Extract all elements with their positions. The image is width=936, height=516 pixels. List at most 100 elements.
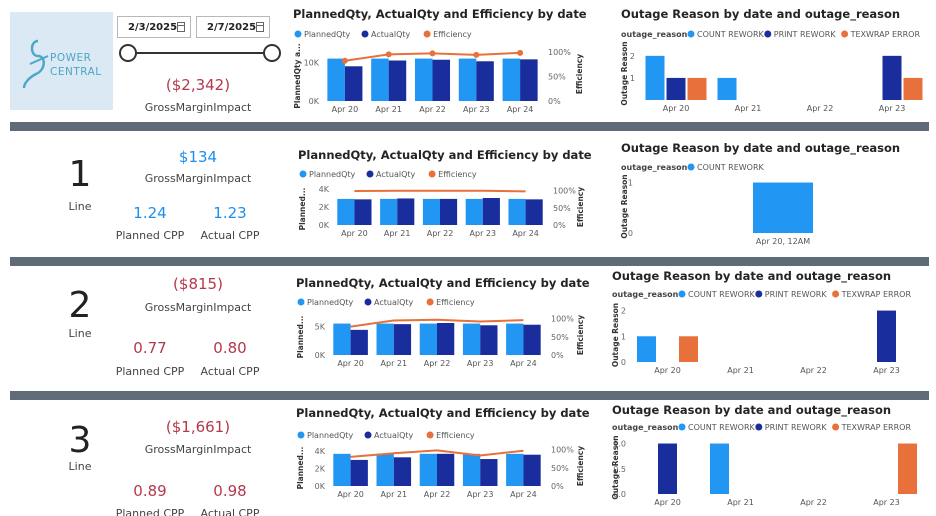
bar-planned — [462, 453, 481, 486]
bar-planned — [327, 58, 345, 101]
x-tick-label: Apr 22 — [800, 498, 827, 507]
line-kpi-panel: 1 Line $134 GrossMarginImpact 1.24 1.23 Planne… — [10, 132, 285, 254]
bar-count-rework — [710, 443, 729, 494]
calendar-icon[interactable] — [177, 22, 185, 32]
y2-tick-label: 0% — [551, 351, 564, 360]
bar-planned — [376, 453, 394, 486]
outage-chart-line2[interactable]: Outage Reason by date and outage_reason … — [609, 266, 930, 383]
start-date-input[interactable]: 2/3/2025 — [117, 16, 191, 38]
date-slider[interactable] — [119, 44, 281, 62]
y2-tick-label: 0% — [551, 482, 564, 491]
line-label: Line — [68, 327, 92, 340]
y-tick-label: 2 — [621, 307, 626, 316]
actual-cpp-label: Actual CPP — [200, 365, 260, 378]
legend-title: outage_reason — [612, 290, 679, 299]
legend-item-count-rework: COUNT REWORK — [697, 30, 765, 39]
legend-marker — [294, 30, 302, 38]
y2-axis-title: Efficiency — [575, 54, 584, 94]
bar-count-rework — [753, 182, 813, 233]
bar-print-rework — [877, 310, 896, 362]
section-separator — [10, 257, 929, 266]
x-tick-label: Apr 23 — [879, 104, 906, 113]
planned-cpp-label: Planned CPP — [115, 365, 185, 378]
y2-tick-label: 50% — [553, 204, 571, 213]
x-tick-label: Apr 20 — [654, 366, 681, 375]
y-tick-label: 4K — [315, 447, 326, 456]
efficiency-point — [385, 51, 392, 58]
legend-item-plannedqty: PlannedQty — [304, 30, 351, 39]
y-tick-label: 0K — [315, 351, 326, 360]
y2-axis-title: Efficiency — [576, 187, 585, 227]
outage-chart-total[interactable]: Outage Reason by date and outage_reason … — [618, 3, 930, 120]
bar-actual — [482, 198, 500, 225]
y-tick-label: 1.0 — [613, 440, 626, 449]
bar-actual — [388, 60, 407, 101]
x-tick-label: Apr 22 — [807, 104, 834, 113]
bar-count-rework — [717, 77, 737, 100]
x-tick-label: Apr 21 — [727, 366, 754, 375]
legend-item-plannedqty: PlannedQty — [307, 431, 354, 440]
x-tick-label: Apr 23 — [873, 498, 900, 507]
start-date-value: 2/3/2025 — [128, 21, 178, 33]
qty-chart-line1[interactable]: PlannedQty, ActualQty and Efficiency by … — [295, 145, 595, 250]
outage-chart-line1[interactable]: Outage Reason by date and outage_reason … — [618, 138, 930, 250]
legend-marker — [755, 290, 763, 298]
y-tick-label: 1 — [628, 179, 633, 188]
qty-chart-line2[interactable]: PlannedQty, ActualQty and Efficiency by … — [293, 273, 595, 383]
slider-handle-end[interactable] — [263, 44, 281, 62]
x-tick-label: Apr 21 — [727, 498, 754, 507]
chart-title: PlannedQty, ActualQty and Efficiency by … — [293, 7, 587, 21]
bar-planned — [419, 453, 437, 486]
bar-print-rework — [882, 55, 902, 100]
calendar-icon[interactable] — [256, 22, 264, 32]
y-tick-label: 0.5 — [613, 465, 626, 474]
bar-texwrap-error — [898, 443, 917, 494]
x-tick-label: Apr 21 — [384, 229, 411, 238]
x-tick-label: Apr 20 — [337, 359, 364, 368]
end-date-input[interactable]: 2/7/2025 — [196, 16, 270, 38]
qty-chart-total[interactable]: PlannedQty, ActualQty and Efficiency by … — [290, 3, 595, 120]
legend-item-plannedqty: PlannedQty — [307, 298, 354, 307]
bar-planned — [506, 323, 524, 355]
legend-marker — [426, 431, 434, 439]
y-tick-label: 10K — [304, 58, 320, 67]
bar-print-rework — [666, 77, 686, 100]
efficiency-point — [473, 51, 480, 58]
qty-chart-line3[interactable]: PlannedQty, ActualQty and Efficiency by … — [293, 403, 595, 513]
outage-chart-line3[interactable]: Outage Reason by date and outage_reason … — [609, 400, 930, 513]
planned-cpp-value: 0.89 — [133, 482, 167, 500]
bar-actual — [520, 59, 538, 101]
bar-print-rework — [658, 443, 677, 494]
x-tick-label: Apr 20 — [663, 104, 690, 113]
bar-planned — [506, 453, 524, 486]
y2-tick-label: 100% — [551, 315, 574, 324]
y2-tick-label: 50% — [548, 72, 566, 81]
legend-marker — [364, 431, 372, 439]
slider-handle-start[interactable] — [119, 44, 137, 62]
legend-marker — [678, 423, 686, 431]
legend-marker — [426, 298, 434, 306]
logo-text-line1: POWER — [50, 52, 92, 64]
bar-texwrap-error — [679, 336, 698, 362]
planned-cpp-label: Planned CPP — [115, 507, 185, 516]
y2-tick-label: 100% — [553, 187, 576, 196]
legend-marker — [297, 298, 305, 306]
x-tick-label: Apr 24 — [507, 105, 534, 114]
efficiency-point — [517, 49, 524, 56]
y-tick-label: 0K — [309, 97, 320, 106]
y-axis-title: Outage Reason — [611, 303, 620, 367]
chart-title: PlannedQty, ActualQty and Efficiency by … — [298, 148, 592, 162]
actual-cpp-label: Actual CPP — [200, 229, 260, 242]
bar-actual — [525, 199, 543, 225]
x-tick-label: Apr 23 — [463, 105, 490, 114]
bar-actual — [397, 198, 415, 225]
section-separator — [10, 122, 929, 131]
y-tick-label: 2K — [319, 203, 330, 212]
legend-title: outage_reason — [612, 423, 679, 432]
bar-actual — [354, 199, 372, 225]
bar-actual — [437, 453, 455, 486]
legend-item-plannedqty: PlannedQty — [309, 170, 356, 179]
efficiency-line — [350, 449, 524, 458]
legend-marker — [428, 170, 436, 178]
gross-margin-label: GrossMarginImpact — [144, 172, 252, 185]
